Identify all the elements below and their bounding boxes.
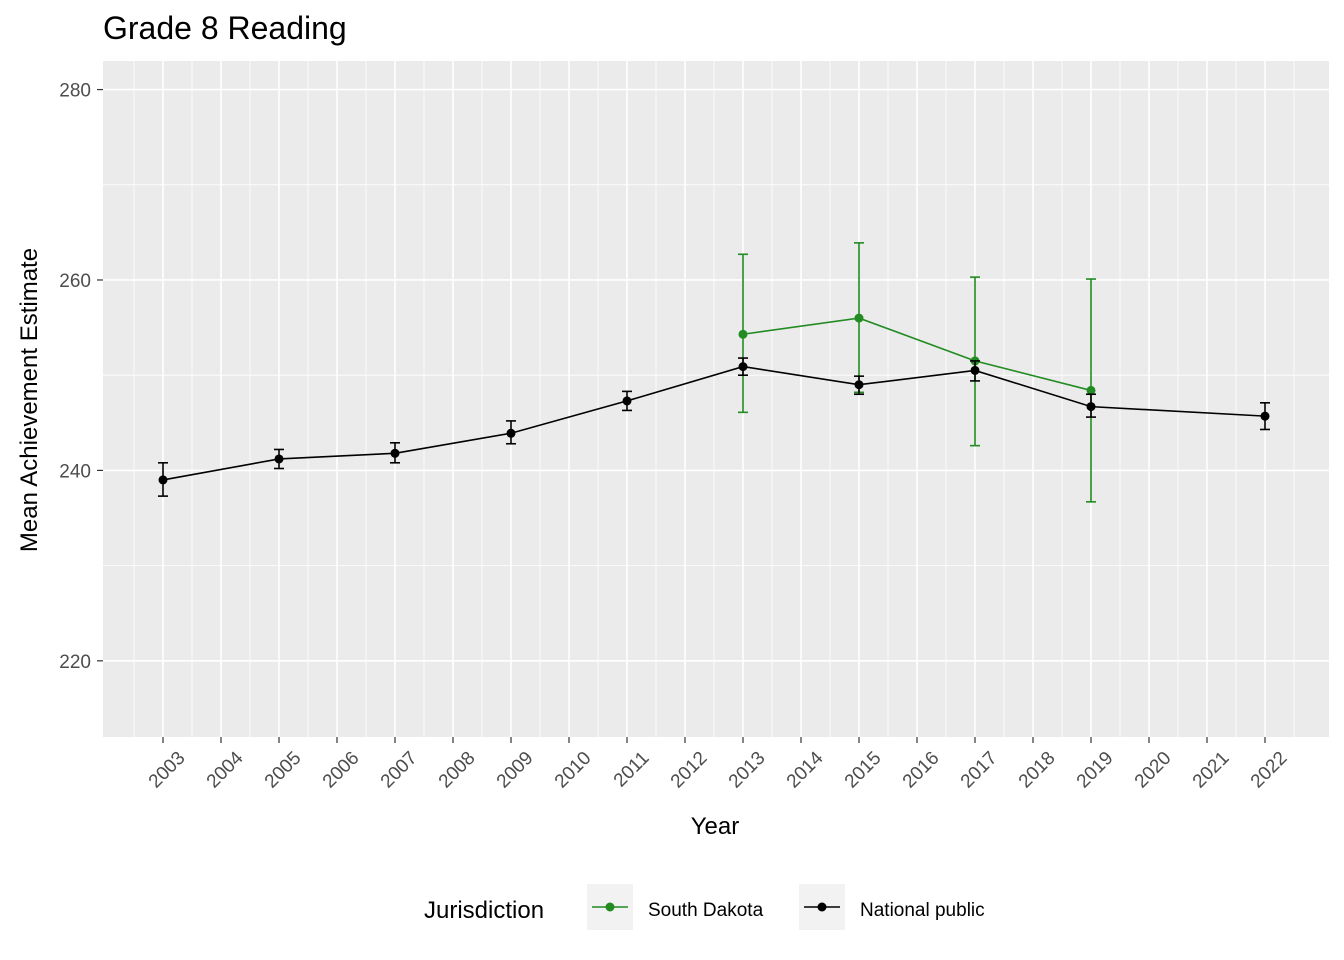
- x-tick-label: 2016: [899, 748, 944, 793]
- legend-title: Jurisdiction: [424, 897, 544, 924]
- y-tick-label: 260: [59, 271, 91, 292]
- series-line: [742, 317, 1092, 392]
- x-tick-label: 2011: [610, 748, 654, 792]
- data-point: [738, 362, 748, 372]
- y-tick-label: 280: [59, 81, 91, 102]
- x-tick-label: 2021: [1189, 748, 1234, 793]
- data-point: [970, 365, 980, 375]
- legend-label: South Dakota: [648, 900, 764, 921]
- data-point: [1260, 411, 1270, 421]
- x-tick-label: 2005: [261, 748, 306, 793]
- x-tick-label: 2018: [1015, 748, 1060, 793]
- x-tick-label: 2019: [1073, 748, 1118, 793]
- x-tick-label: 2017: [957, 748, 1002, 793]
- data-point: [390, 448, 400, 458]
- x-axis-title: Year: [691, 813, 740, 840]
- major-gridlines: [103, 61, 1329, 737]
- x-tick-label: 2008: [435, 748, 480, 793]
- data-point: [738, 329, 748, 339]
- data-point: [1086, 385, 1096, 395]
- series-layer: [158, 242, 1270, 503]
- x-tick-label: 2003: [145, 748, 190, 793]
- y-tick-label: 220: [59, 652, 91, 673]
- legend-key-point: [605, 902, 615, 912]
- data-point: [1086, 402, 1096, 412]
- series-national-public: [158, 357, 1270, 497]
- legend-item: National public: [799, 884, 985, 930]
- data-point: [506, 428, 516, 438]
- x-tick-label: 2009: [493, 748, 538, 793]
- legend: Jurisdiction South Dakota National public: [424, 884, 985, 930]
- x-tick-label: 2022: [1247, 748, 1292, 793]
- plot-panel: [103, 61, 1329, 737]
- series-south-dakota: [738, 242, 1096, 503]
- legend-item: South Dakota: [587, 884, 764, 930]
- x-tick-label: 2015: [841, 748, 886, 793]
- chart-title: Grade 8 Reading: [103, 10, 347, 46]
- data-point: [274, 454, 284, 464]
- legend-key-point: [817, 902, 827, 912]
- x-tick-label: 2013: [725, 748, 770, 793]
- data-point: [854, 313, 864, 323]
- series-line: [162, 365, 1266, 481]
- x-tick-label: 2004: [203, 747, 248, 792]
- legend-label: National public: [860, 900, 985, 921]
- x-tick-label: 2010: [551, 748, 596, 793]
- x-tick-label: 2006: [319, 748, 364, 793]
- x-tick-label: 2012: [667, 748, 712, 793]
- y-axis-title: Mean Achievement Estimate: [16, 248, 43, 552]
- data-point: [854, 380, 864, 390]
- y-tick-label: 240: [59, 461, 91, 482]
- x-tick-label: 2020: [1131, 748, 1176, 793]
- x-tick-label: 2014: [783, 747, 828, 792]
- minor-gridlines: [103, 61, 1329, 737]
- x-tick-label: 2007: [377, 748, 422, 793]
- data-point: [158, 475, 168, 485]
- data-point: [622, 396, 632, 406]
